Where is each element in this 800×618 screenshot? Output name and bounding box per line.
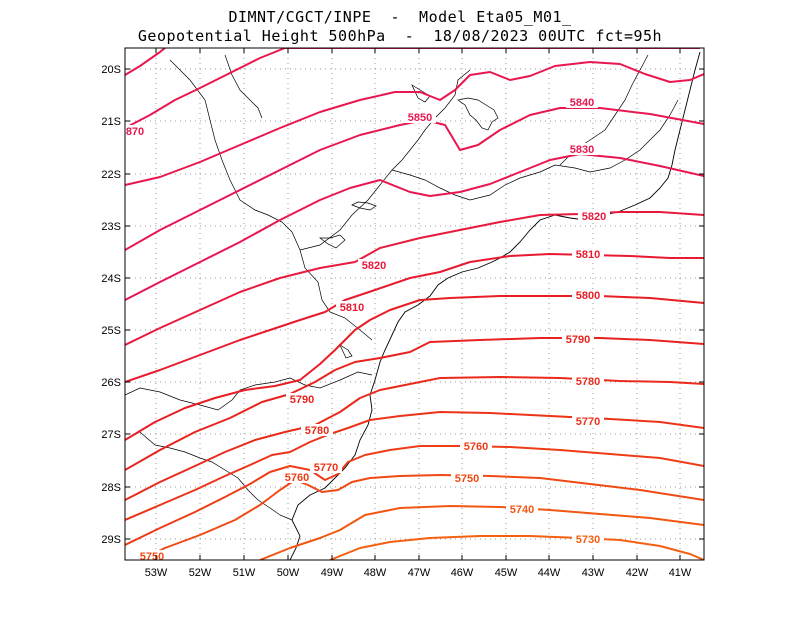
contour-label-bg bbox=[572, 375, 604, 387]
map-frame bbox=[124, 47, 705, 561]
contour-5760 bbox=[125, 445, 704, 546]
lat-label: 24S bbox=[101, 273, 121, 285]
lon-label: 50W bbox=[277, 567, 300, 579]
lat-label: 21S bbox=[101, 116, 121, 128]
contour-5820 bbox=[125, 211, 704, 346]
contour-5730 bbox=[329, 535, 704, 560]
contour-label-5820: 5820 bbox=[362, 260, 386, 272]
contour-label-bg bbox=[572, 415, 604, 427]
lon-label: 43W bbox=[582, 567, 605, 579]
contour-label-5750: 5750 bbox=[140, 551, 164, 563]
lon-label: 47W bbox=[408, 567, 431, 579]
contour-5840 bbox=[125, 107, 704, 251]
lon-label: 44W bbox=[538, 567, 561, 579]
contour-label-5790: 5790 bbox=[566, 334, 590, 346]
contour-5770 bbox=[125, 411, 704, 521]
contour-5870 bbox=[125, 48, 166, 76]
axis-ticks bbox=[125, 48, 704, 560]
contour-label-5830: 5830 bbox=[570, 144, 594, 156]
lat-label: 29S bbox=[101, 534, 121, 546]
contour-5850 bbox=[125, 61, 704, 186]
lon-label: 42W bbox=[626, 567, 649, 579]
contour-label-bg bbox=[281, 471, 313, 483]
contour-label-bg bbox=[578, 210, 610, 222]
contour-label-bg bbox=[404, 111, 436, 123]
lon-label: 51W bbox=[233, 567, 256, 579]
contour-label-bg bbox=[572, 248, 604, 260]
contour-label-bg bbox=[358, 259, 390, 271]
contour-label-5750: 5750 bbox=[455, 473, 479, 485]
contour-label-bg bbox=[301, 424, 333, 436]
reservoir bbox=[411, 84, 431, 103]
lat-label: 27S bbox=[101, 429, 121, 441]
contour-label-5730: 5730 bbox=[576, 534, 600, 546]
contour-label-bg bbox=[572, 289, 604, 301]
contour-5740 bbox=[259, 505, 704, 560]
contour-label-bg bbox=[562, 333, 594, 345]
lon-label: 49W bbox=[321, 567, 344, 579]
contour-label-bg bbox=[566, 96, 598, 108]
contour-label-5800: 5800 bbox=[576, 290, 600, 302]
lat-label: 25S bbox=[101, 325, 121, 337]
state-border bbox=[391, 99, 679, 201]
longitude-labels: 53W 52W 51W 50W 49W 48W 47W 46W 45W 44W 43W 42W 41W bbox=[145, 567, 692, 579]
coastline bbox=[289, 51, 701, 560]
lon-label: 48W bbox=[364, 567, 387, 579]
contour-label-bg bbox=[336, 301, 368, 313]
title-line-2: Geopotential Height 500hPa - 18/08/2023 … bbox=[137, 27, 663, 45]
contour-label-5790: 5790 bbox=[290, 394, 314, 406]
lat-label: 26S bbox=[101, 377, 121, 389]
lat-label: 22S bbox=[101, 169, 121, 181]
contour-5750 bbox=[139, 474, 704, 560]
state-border bbox=[299, 69, 471, 251]
lon-label: 53W bbox=[145, 567, 168, 579]
contour-label-5770: 5770 bbox=[314, 462, 338, 474]
reservoir bbox=[351, 201, 377, 211]
latitude-labels: 20S 21S 22S 23S 24S 25S 26S 27S 28S 29S bbox=[101, 64, 121, 546]
contour-label-5770: 5770 bbox=[576, 416, 600, 428]
lon-label: 45W bbox=[495, 567, 518, 579]
lat-label: 23S bbox=[101, 221, 121, 233]
contour-label-bg bbox=[506, 503, 538, 515]
contour-5790 bbox=[125, 337, 704, 471]
state-border bbox=[125, 371, 373, 411]
contour-label-bg bbox=[136, 550, 168, 562]
lon-label: 52W bbox=[189, 567, 212, 579]
contour-label-5740: 5740 bbox=[510, 504, 534, 516]
contour-label-5810: 5810 bbox=[340, 302, 364, 314]
contour-5810 bbox=[125, 253, 704, 383]
lon-label: 46W bbox=[451, 567, 474, 579]
reservoir bbox=[339, 344, 353, 359]
contour-label-5760: 5760 bbox=[285, 472, 309, 484]
state-border bbox=[125, 431, 293, 521]
contour-label-5810: 5810 bbox=[576, 249, 600, 261]
contour-5800 bbox=[125, 295, 704, 441]
contour-label-bg bbox=[572, 533, 604, 545]
contour-label-bg bbox=[566, 143, 598, 155]
height-contours bbox=[125, 48, 704, 560]
title-line-1: DIMNT/CGCT/INPE - Model Eta05_M01_ bbox=[228, 8, 572, 26]
reservoir bbox=[318, 234, 346, 249]
contour-label-bg bbox=[119, 125, 151, 137]
contour-label-5840: 5840 bbox=[570, 97, 594, 109]
contour-label-5850: 5850 bbox=[408, 112, 432, 124]
contour-label-5870: 870 bbox=[126, 126, 144, 138]
reservoir bbox=[457, 97, 499, 131]
contour-label-bg bbox=[451, 472, 483, 484]
contour-label-5820: 5820 bbox=[582, 211, 606, 223]
contour-label-5760: 5760 bbox=[464, 441, 488, 453]
lat-label: 28S bbox=[101, 482, 121, 494]
contour-5860 bbox=[125, 48, 700, 129]
contour-label-5780: 5780 bbox=[305, 425, 329, 437]
contour-labels: 870 5850 5840 5830 5820 5810 5800 5790 5780 5770 5… bbox=[119, 96, 610, 563]
lon-label: 41W bbox=[669, 567, 692, 579]
contour-label-5780: 5780 bbox=[576, 376, 600, 388]
lat-label: 20S bbox=[101, 64, 121, 76]
contour-label-bg bbox=[310, 461, 342, 473]
contour-label-bg bbox=[460, 440, 492, 452]
contour-label-bg bbox=[286, 393, 318, 405]
